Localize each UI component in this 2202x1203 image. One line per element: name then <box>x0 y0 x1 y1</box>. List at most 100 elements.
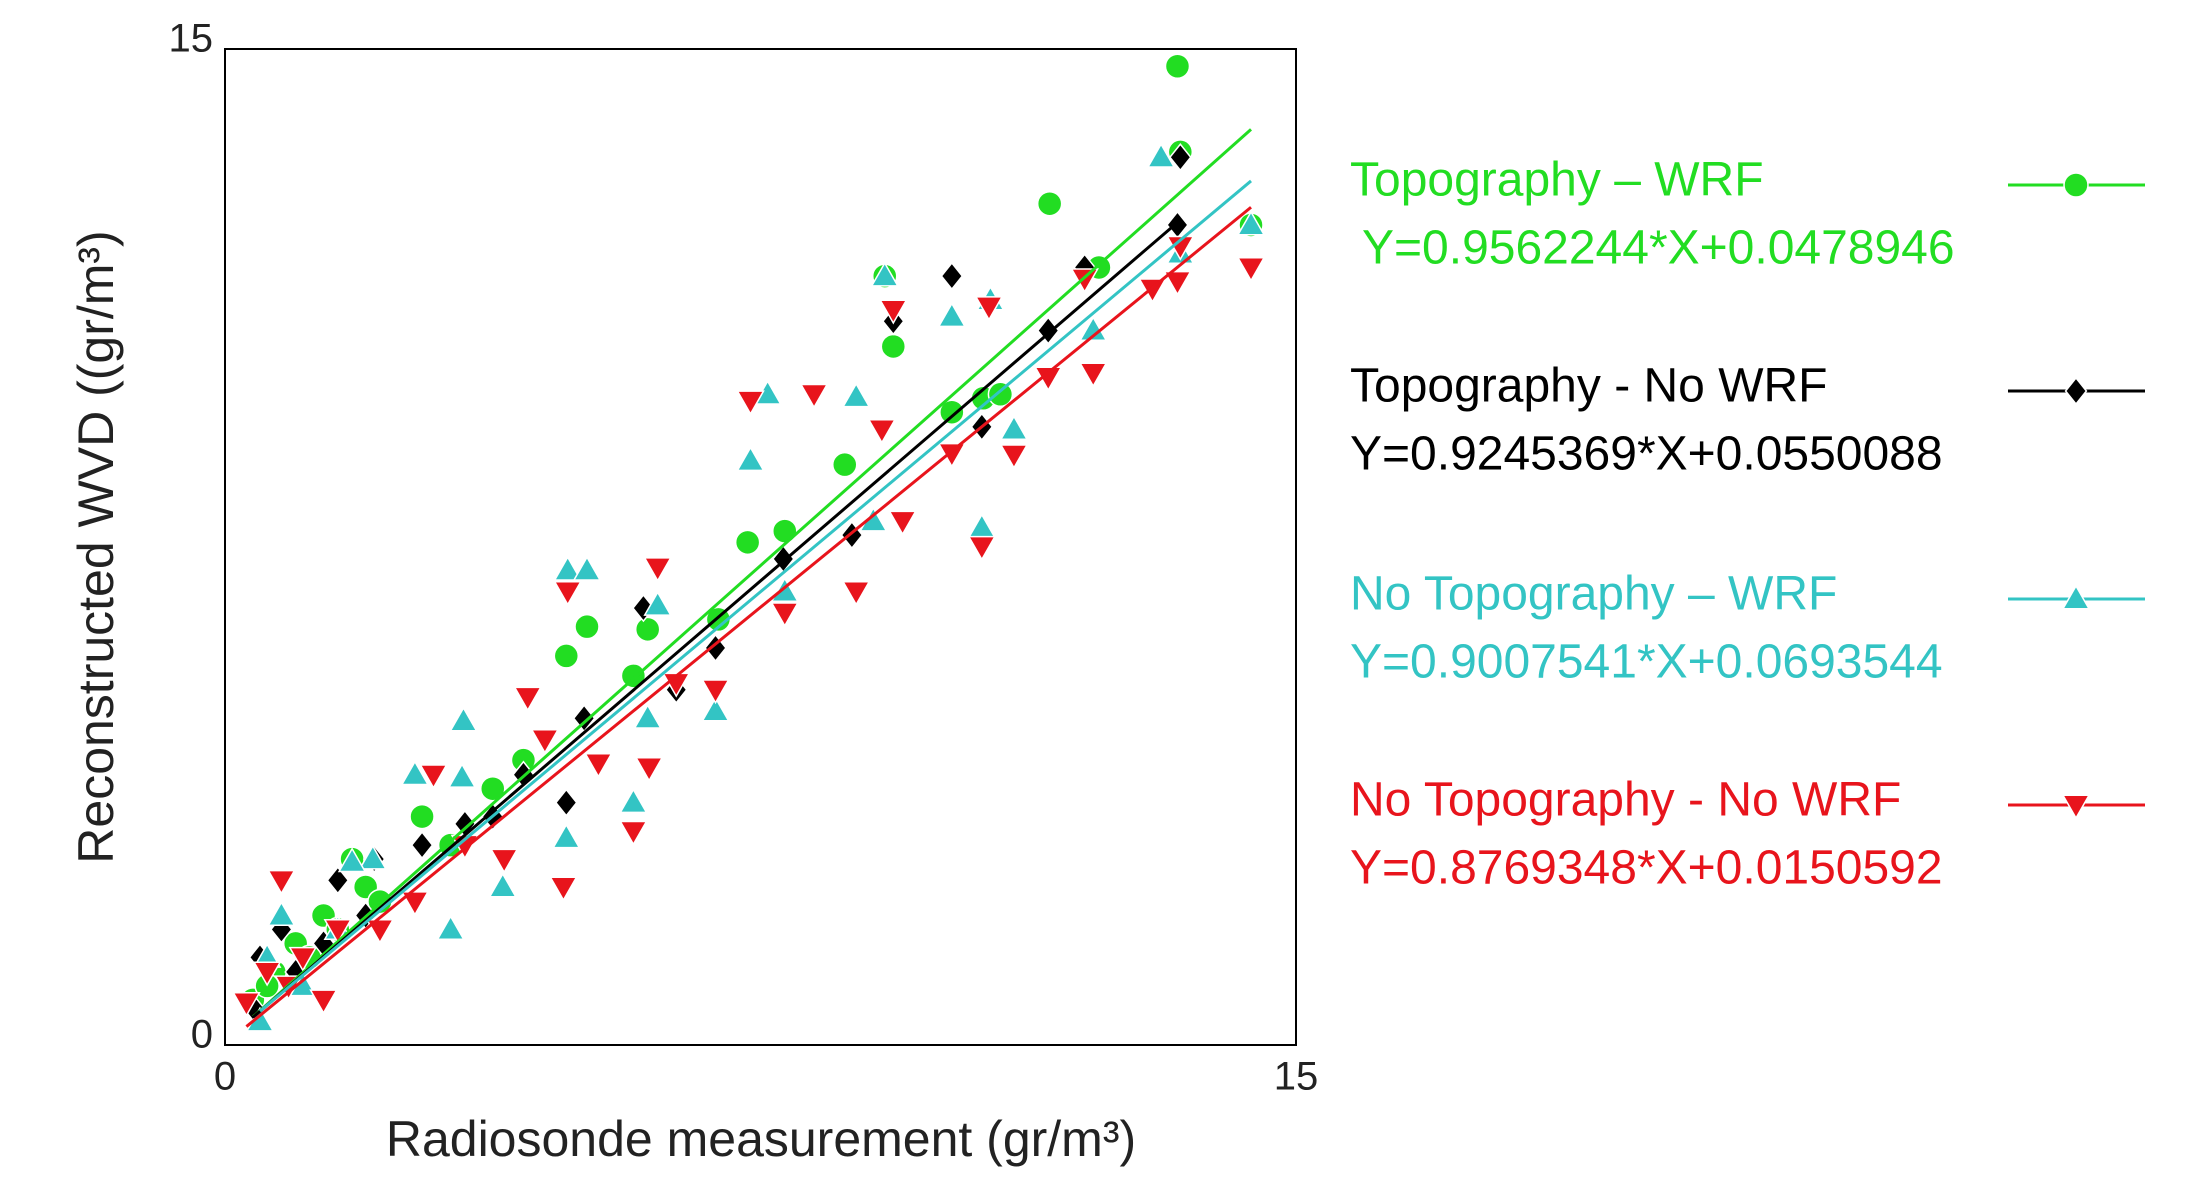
data-point <box>554 788 578 817</box>
data-point <box>937 442 967 468</box>
legend-equation: Y=0.9245369*X+0.0550088 <box>1350 428 1943 481</box>
legend-label: Topography – WRF <box>1350 154 1764 207</box>
data-point <box>326 866 350 895</box>
data-point <box>232 992 261 1018</box>
data-point <box>967 535 997 561</box>
data-point <box>409 803 435 830</box>
data-point <box>400 760 430 786</box>
data-point <box>736 390 765 416</box>
data-point <box>288 946 318 972</box>
data-point <box>252 961 282 987</box>
data-point <box>530 729 560 755</box>
legend-marker <box>2064 376 2088 406</box>
legend-label: No Topography – WRF <box>1350 568 1837 621</box>
data-point <box>770 576 800 602</box>
fit-line <box>259 179 1252 1013</box>
data-point <box>323 918 353 944</box>
data-point <box>553 580 583 606</box>
data-point <box>1036 190 1063 217</box>
data-point <box>661 672 691 698</box>
legend-marker <box>2061 794 2091 820</box>
data-point <box>967 513 997 539</box>
data-point <box>553 555 583 581</box>
data-point <box>553 643 580 669</box>
plot-frame <box>224 48 1297 1046</box>
fit-line <box>251 218 1182 1019</box>
data-point <box>436 914 465 940</box>
data-point <box>1078 362 1108 388</box>
data-point <box>770 602 800 628</box>
data-point <box>1166 210 1189 240</box>
data-point <box>419 764 448 790</box>
data-point <box>513 686 543 712</box>
data-point <box>549 876 578 902</box>
data-point <box>619 788 648 814</box>
fit-line <box>251 128 1253 1019</box>
legend-marker <box>2063 172 2089 198</box>
data-point <box>488 872 518 898</box>
data-point <box>841 580 871 606</box>
data-point <box>841 382 871 408</box>
x-axis-label: Radiosonde measurement (gr/m³) <box>386 1111 1136 1167</box>
data-point <box>447 762 477 788</box>
data-point <box>939 399 965 425</box>
data-point <box>643 557 672 583</box>
data-point <box>309 989 338 1015</box>
data-point <box>799 383 829 409</box>
fit-line <box>245 206 1252 1028</box>
data-point <box>772 518 798 544</box>
data-point <box>879 299 908 325</box>
data-point <box>859 506 888 532</box>
legend-label: No Topography - No WRF <box>1350 774 1901 827</box>
legend-equation: Y=0.9007541*X+0.0693544 <box>1350 636 1943 689</box>
data-point <box>480 775 506 802</box>
data-point <box>643 590 672 616</box>
data-point <box>1168 143 1192 172</box>
data-point <box>489 848 519 874</box>
data-point <box>572 555 602 581</box>
y-axis-label: Reconstructed WVD ((gr/m³) <box>68 230 124 863</box>
data-point <box>999 444 1029 470</box>
data-point <box>337 847 367 873</box>
data-point <box>987 381 1014 408</box>
data-point <box>870 261 900 287</box>
data-point <box>701 696 730 722</box>
data-point <box>449 706 478 732</box>
data-point <box>267 869 296 895</box>
data-point <box>634 616 661 643</box>
data-point <box>734 529 761 556</box>
data-point <box>574 613 600 640</box>
legend-marker <box>2061 584 2091 610</box>
data-point <box>1146 142 1176 168</box>
data-point <box>1138 278 1167 304</box>
data-point <box>634 756 664 782</box>
data-point <box>1163 270 1192 296</box>
data-point <box>410 830 434 860</box>
legend-label: Topography - No WRF <box>1350 360 1828 413</box>
data-point <box>400 891 430 917</box>
data-point <box>832 451 858 478</box>
x-tick-label: 15 <box>1274 1055 1319 1099</box>
data-point <box>633 703 662 729</box>
data-point <box>358 844 388 870</box>
data-point <box>701 679 730 705</box>
data-point <box>867 418 897 444</box>
legend-equation: Y=0.9562244*X+0.0478946 <box>1362 222 1955 275</box>
data-point <box>365 918 395 944</box>
data-point <box>1070 268 1099 294</box>
data-point <box>940 261 964 291</box>
data-point <box>736 446 765 472</box>
y-tick-label: 0 <box>191 1013 213 1057</box>
data-point <box>1236 256 1266 282</box>
data-point <box>267 901 296 927</box>
data-point <box>999 414 1029 440</box>
data-point <box>888 510 917 536</box>
legend-equation: Y=0.8769348*X+0.0150592 <box>1350 842 1943 895</box>
data-point <box>974 296 1004 322</box>
data-point <box>880 333 907 360</box>
data-point <box>584 752 613 778</box>
data-point <box>1164 53 1191 80</box>
data-point <box>1166 235 1195 261</box>
